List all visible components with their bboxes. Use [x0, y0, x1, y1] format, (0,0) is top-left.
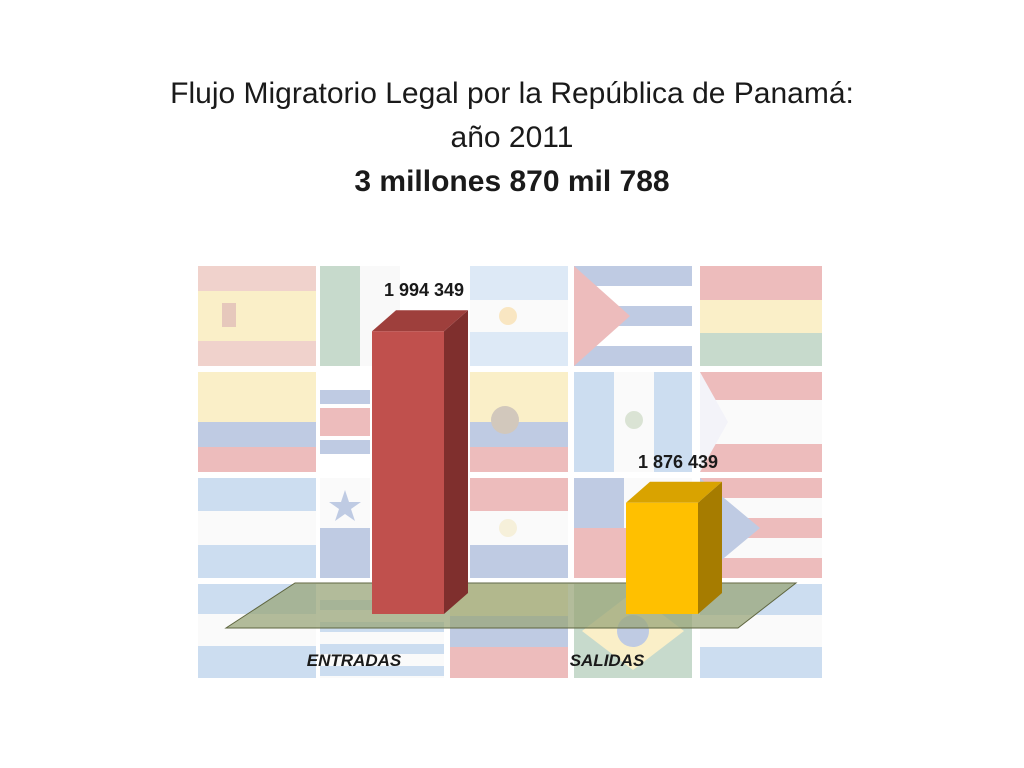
data-label-entradas: 1 994 349 — [384, 280, 464, 300]
bar-front-entradas — [372, 331, 444, 614]
labels-layer: 1 994 349 ENTRADAS 1 876 439 SALIDAS — [307, 280, 718, 670]
title-line-2: año 2011 — [450, 121, 574, 154]
category-label-salidas: SALIDAS — [570, 651, 645, 670]
flag-cuba-icon — [574, 266, 692, 366]
flag-colombia-icon — [198, 372, 316, 472]
flag-paraguay-icon — [470, 478, 568, 578]
slide-title: Flujo Migratorio Legal por la República … — [0, 72, 1024, 204]
flag-ecuador-icon — [470, 372, 568, 472]
flag-peru-icon — [700, 372, 822, 472]
bar-salidas — [626, 481, 722, 614]
flag-costa-rica-icon — [320, 372, 370, 472]
bar-top-entradas — [372, 310, 468, 332]
bar-side-entradas — [444, 310, 468, 614]
flag-bolivia-icon — [700, 266, 822, 366]
bar-side-salidas — [698, 481, 722, 614]
flag-spain-icon — [198, 266, 316, 366]
bars-layer — [372, 310, 722, 614]
category-label-entradas: ENTRADAS — [307, 651, 402, 670]
flags-background — [198, 266, 822, 678]
flag-argentina-icon — [470, 266, 568, 366]
data-label-salidas: 1 876 439 — [638, 452, 718, 472]
bar-front-salidas — [626, 502, 698, 614]
title-line-1: Flujo Migratorio Legal por la República … — [170, 77, 854, 110]
bar-top-salidas — [626, 481, 722, 503]
bar-entradas — [372, 310, 468, 614]
flag-nicaragua-icon — [198, 478, 316, 578]
flag-guatemala-icon — [574, 372, 692, 472]
title-total: 3 millones 870 mil 788 — [354, 165, 670, 198]
flag-panama-icon — [320, 478, 370, 578]
